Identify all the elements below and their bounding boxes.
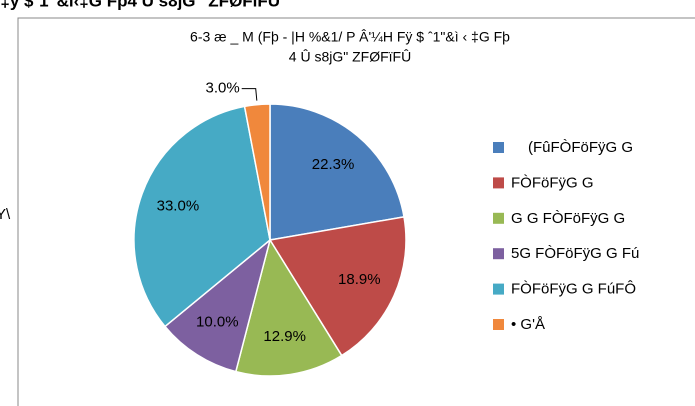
leader-line <box>241 88 258 101</box>
pie-slice <box>269 103 405 241</box>
data-label: 3.0% <box>206 80 240 97</box>
data-label: 12.9% <box>263 328 306 345</box>
data-label: 18.9% <box>338 271 381 288</box>
data-label: 22.3% <box>312 156 355 173</box>
legend-label: G G FÒFöFÿG G <box>511 210 625 227</box>
header-fragment: ˆ ‡ÿ $ˆ1"&ì‹‡G Fþ4 Û s8jG" ZFØFïFÛ <box>0 0 280 10</box>
legend-swatch <box>493 248 504 260</box>
pie-slice <box>133 105 271 328</box>
side-fragment: Y\ <box>0 206 11 223</box>
legend-label: (FûFÒFöFÿG G <box>528 139 633 156</box>
chart-frame <box>17 17 695 406</box>
pie-slice <box>268 215 407 357</box>
legend-swatch <box>493 177 504 189</box>
legend-label: • G'Å <box>511 316 545 333</box>
chart-title: 4 Û s8jG" ZFØFïFÛ <box>289 49 411 65</box>
legend-swatch <box>493 212 504 224</box>
data-label: 33.0% <box>157 198 200 215</box>
legend-label: FÒFöFÿG G <box>511 174 594 191</box>
data-label: 10.0% <box>196 314 239 331</box>
pie-slice <box>163 237 272 373</box>
legend-label: FÒFöFÿG G FúFÔ <box>511 281 636 298</box>
legend-label: 5G FÒFöFÿG G Fú <box>511 245 639 262</box>
legend-swatch <box>493 283 504 295</box>
legend-swatch <box>493 319 504 330</box>
pie-slice <box>243 103 271 241</box>
chart-title: 6-3 æ _ M (Fþ - |H %&1/ P Â'¼H Fÿ $ ˆ1"&… <box>190 29 510 45</box>
pie-slice <box>234 238 343 377</box>
legend-swatch <box>493 142 504 153</box>
